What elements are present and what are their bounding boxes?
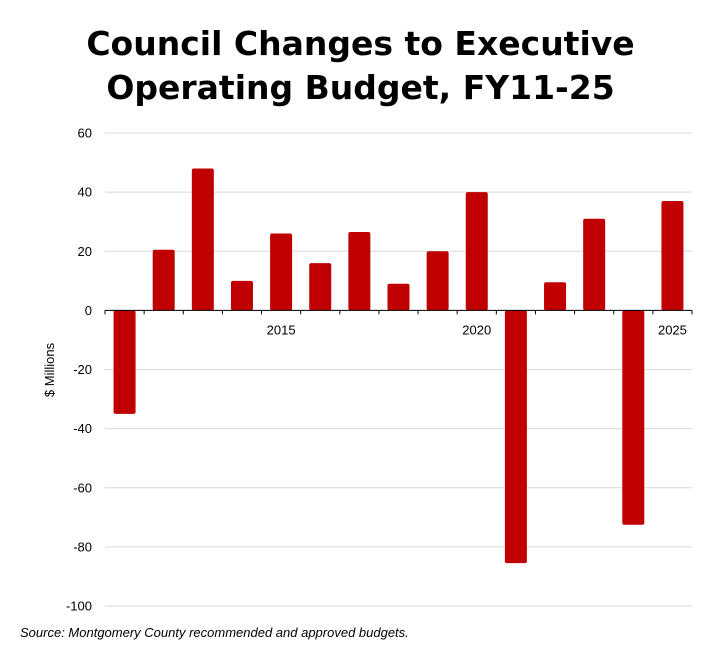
bar-2025 (661, 200, 684, 311)
y-axis-label: $ Millions (42, 342, 57, 397)
bar-2012 (152, 249, 175, 311)
bar-2019 (426, 251, 449, 311)
chart-title: Council Changes to Executive Operating B… (0, 22, 721, 110)
y-tick-label: 40 (78, 185, 92, 200)
y-tick-label: -20 (73, 362, 92, 377)
y-tick-label: 0 (85, 303, 92, 318)
bar-2024 (622, 310, 645, 525)
bar-2016 (309, 263, 332, 311)
y-axis-tick-labels: 60 40 20 0 -20 -40 -60 -80 -100 (66, 126, 92, 614)
x-tick-label-2025: 2025 (658, 322, 687, 337)
bar-2013 (191, 168, 214, 311)
source-note: Source: Montgomery County recommended an… (20, 625, 409, 640)
x-axis-tick-labels: 2015 2020 2025 (104, 310, 693, 337)
bars (113, 168, 684, 564)
chart-title-line-2: Operating Budget, FY11-25 (106, 68, 615, 107)
y-tick-label: -40 (73, 421, 92, 436)
x-tick-label-2020: 2020 (462, 322, 491, 337)
y-tick-label: 20 (78, 244, 92, 259)
bar-2018 (387, 283, 410, 311)
bar-2021 (504, 310, 527, 564)
bar-2017 (348, 232, 371, 311)
chart-title-line-1: Council Changes to Executive (86, 24, 635, 63)
y-tick-label: -80 (73, 539, 92, 554)
y-tick-label: 60 (78, 126, 92, 141)
bar-2014 (230, 280, 253, 311)
y-tick-label: -60 (73, 480, 92, 495)
x-tick-label-2015: 2015 (267, 322, 296, 337)
y-tick-label: -100 (66, 599, 92, 614)
bar-2015 (270, 233, 293, 311)
bar-2022 (544, 282, 567, 311)
bar-2011 (113, 310, 136, 414)
bar-2023 (583, 218, 606, 311)
bar-2020 (465, 192, 488, 311)
